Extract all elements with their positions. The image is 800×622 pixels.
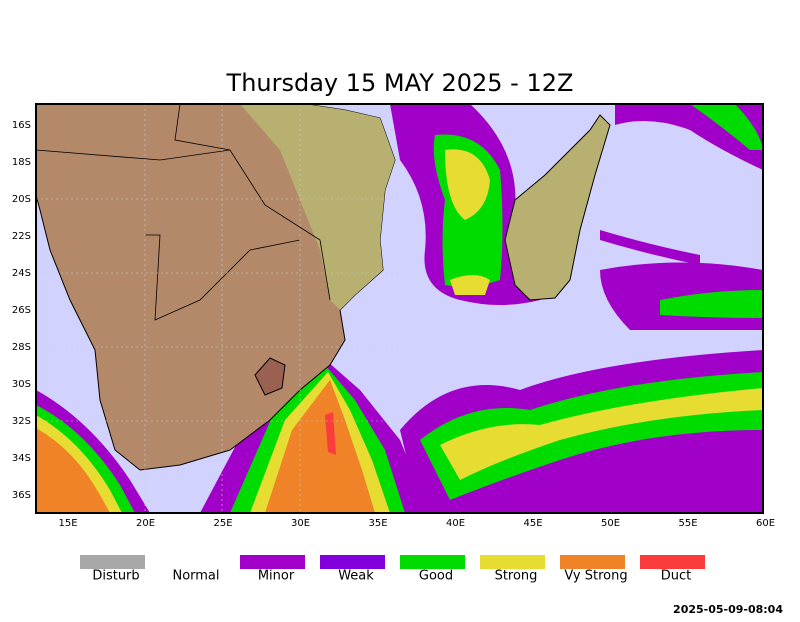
terrain-lowland	[240, 104, 395, 310]
duct-area	[325, 412, 336, 455]
legend-label: Normal	[172, 569, 219, 584]
legend-swatch	[640, 555, 705, 569]
strong-area	[450, 275, 490, 295]
legend-label: Vy Strong	[564, 569, 627, 584]
lat-tick-label: 32S	[12, 416, 31, 427]
lat-tick-label: 30S	[12, 379, 31, 390]
lon-tick-label: 20E	[136, 518, 155, 529]
legend-swatch	[560, 555, 625, 569]
lon-tick-label: 30E	[291, 518, 310, 529]
lat-tick-label: 16S	[12, 120, 31, 131]
lat-tick-label: 26S	[12, 305, 31, 316]
lat-tick-label: 18S	[12, 157, 31, 168]
vy-strong-area	[265, 380, 375, 513]
legend-label: Duct	[661, 569, 692, 584]
lon-tick-label: 55E	[678, 518, 697, 529]
legend-label: Disturb	[92, 569, 139, 584]
legend-label: Weak	[338, 569, 374, 584]
lat-tick-label: 36S	[12, 490, 31, 501]
legend-label: Good	[419, 569, 453, 584]
lon-tick-label: 15E	[58, 518, 77, 529]
legend-swatch	[240, 555, 305, 569]
legend-swatch	[480, 555, 545, 569]
legend-swatch	[400, 555, 465, 569]
lat-tick-label: 20S	[12, 194, 31, 205]
vy-strong-area	[36, 428, 110, 513]
lon-tick-label: 40E	[446, 518, 465, 529]
strong-area	[440, 388, 763, 480]
map-frame	[35, 103, 764, 514]
borders	[36, 104, 331, 321]
lat-tick-label: 28S	[12, 342, 31, 353]
graticule	[36, 104, 400, 513]
minor-area	[560, 440, 763, 513]
madagascar	[504, 114, 611, 301]
timestamp: 2025-05-09-08:04	[673, 603, 783, 616]
lesotho	[254, 357, 286, 396]
strong-area	[445, 149, 490, 220]
legend-swatch	[80, 555, 145, 569]
lon-tick-label: 35E	[368, 518, 387, 529]
lat-tick-label: 22S	[12, 231, 31, 242]
map	[36, 104, 763, 513]
legend-label: Minor	[258, 569, 295, 584]
title: Thursday 15 MAY 2025 - 12Z	[226, 69, 574, 97]
lon-tick-label: 45E	[523, 518, 542, 529]
lon-tick-label: 60E	[756, 518, 775, 529]
legend-swatch	[160, 555, 225, 569]
lat-tick-label: 34S	[12, 453, 31, 464]
legend-swatch	[320, 555, 385, 569]
lon-tick-label: 50E	[601, 518, 620, 529]
lat-tick-label: 24S	[12, 268, 31, 279]
good-area	[660, 290, 763, 318]
good-area	[690, 104, 763, 150]
minor-area	[600, 230, 700, 265]
lon-tick-label: 25E	[213, 518, 232, 529]
legend-label: Strong	[495, 569, 538, 584]
